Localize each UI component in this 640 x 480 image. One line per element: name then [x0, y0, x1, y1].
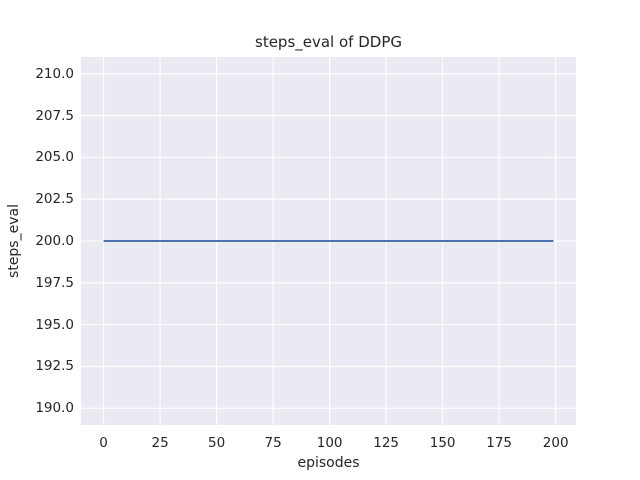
x-tick-label: 75 [264, 435, 282, 451]
x-tick-label: 25 [151, 435, 169, 451]
x-tick-label: 125 [373, 435, 400, 451]
y-tick-label: 195.0 [35, 316, 74, 333]
chart-title: steps_eval of DDPG [255, 33, 402, 51]
y-tick-label: 202.5 [35, 191, 74, 208]
y-axis-label: steps_eval [6, 204, 22, 278]
y-tick-label: 192.5 [35, 358, 74, 375]
y-tick-label: 207.5 [35, 107, 74, 124]
y-tick-label: 200.0 [35, 233, 74, 249]
y-tick-label: 197.5 [35, 274, 74, 291]
x-tick-label: 200 [542, 435, 569, 451]
y-tick-label: 190.0 [35, 400, 74, 417]
y-tick-label: 205.0 [35, 149, 74, 166]
plot-area [81, 57, 576, 425]
x-tick-label: 175 [486, 435, 513, 451]
x-axis-label: episodes [297, 455, 360, 471]
x-tick-label: 0 [99, 435, 108, 451]
x-tick-label: 100 [316, 435, 343, 451]
y-tick-label: 210.0 [35, 65, 74, 82]
x-tick-label: 50 [208, 435, 226, 451]
x-tick-label: 150 [429, 435, 456, 451]
plot-canvas [81, 57, 576, 425]
